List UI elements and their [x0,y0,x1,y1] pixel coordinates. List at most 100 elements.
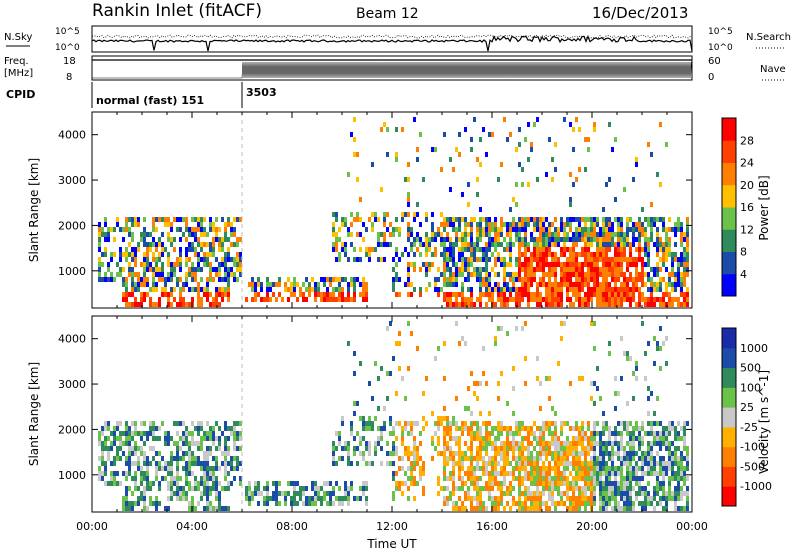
velocity-cell [551,481,554,486]
velocity-cell [518,441,521,446]
velocity-cell [551,421,554,426]
power-cell [515,272,518,277]
power-cell [161,292,164,297]
velocity-cell [386,451,389,456]
velocity-cell [155,471,158,476]
velocity-cell [458,446,461,451]
velocity-cell [329,491,332,496]
power-cell [644,302,647,307]
power-cell [176,262,179,267]
power-cell [185,247,188,252]
power-cell [608,272,611,277]
power-cell [443,217,446,222]
power-cell [617,247,620,252]
power-cell [350,242,353,247]
power-cell [590,242,593,247]
power-cell [206,297,209,302]
velocity-cell [485,481,488,486]
velocity-cell [551,466,554,471]
power-cell [254,282,257,287]
velocity-cell [536,491,539,496]
power-cell [353,152,356,157]
velocity-cell [548,451,551,456]
velocity-cell [638,441,641,446]
velocity-cell [470,436,473,441]
noise-search-series [91,34,693,39]
velocity-cell [536,481,539,486]
power-cell [236,257,239,262]
velocity-cell [665,431,668,436]
velocity-cell [542,436,545,441]
velocity-cell [560,426,563,431]
power-cell [152,267,155,272]
power-cell [212,227,215,232]
velocity-cell [596,461,599,466]
power-cell [443,262,446,267]
power-cell [239,267,242,272]
power-cell [104,247,107,252]
power-cell [266,282,269,287]
power-cell [686,252,689,257]
power-cell [200,247,203,252]
power-cell [539,267,542,272]
power-cell [557,287,560,292]
power-cell [215,232,218,237]
power-cell [482,252,485,257]
velocity-cell [146,456,149,461]
velocity-cell [266,496,269,501]
power-cell [431,212,434,217]
power-cell [476,222,479,227]
power-cell [668,302,671,307]
velocity-cell [218,496,221,501]
velocity-cell [410,471,413,476]
velocity-cell [533,431,536,436]
power-cell [674,287,677,292]
power-cell [464,237,467,242]
power-cell [341,277,344,282]
power-cell [485,277,488,282]
power-cell [545,302,548,307]
power-cell [659,182,662,187]
velocity-cell [206,446,209,451]
velocity-cell [437,426,440,431]
power-cell [98,247,101,252]
power-cell [641,292,644,297]
velocity-cell [473,431,476,436]
power-cell [563,232,566,237]
power-cell [188,247,191,252]
velocity-cell [449,426,452,431]
noise-panel: N.Sky 10^5 10^0 10^5 10^0 N.Search [4,25,791,53]
velocity-cell [506,446,509,451]
power-colorbar-frame [721,117,737,297]
power-cell [98,262,101,267]
velocity-cell [170,451,173,456]
power-cell [452,222,455,227]
velocity-cell [596,366,599,371]
power-cell [407,267,410,272]
power-cell [443,227,446,232]
velocity-cell [164,436,167,441]
power-cell [653,242,656,247]
velocity-cell [413,476,416,481]
power-cell [488,242,491,247]
power-cell [551,237,554,242]
velocity-cell [347,456,350,461]
velocity-cell [164,441,167,446]
velocity-cell [239,436,242,441]
velocity-cell [545,421,548,426]
power-cell [158,257,161,262]
power-cell [110,272,113,277]
velocity-ytick-label: 4000 [58,333,86,346]
velocity-cell [659,431,662,436]
power-cell [224,232,227,237]
power-cell [677,217,680,222]
power-cell [677,297,680,302]
power-cell [203,217,206,222]
power-cell [518,222,521,227]
velocity-cell [176,481,179,486]
velocity-cell [143,451,146,456]
power-cell [248,282,251,287]
velocity-cell [236,446,239,451]
power-cell [266,292,269,297]
velocity-cell [467,491,470,496]
